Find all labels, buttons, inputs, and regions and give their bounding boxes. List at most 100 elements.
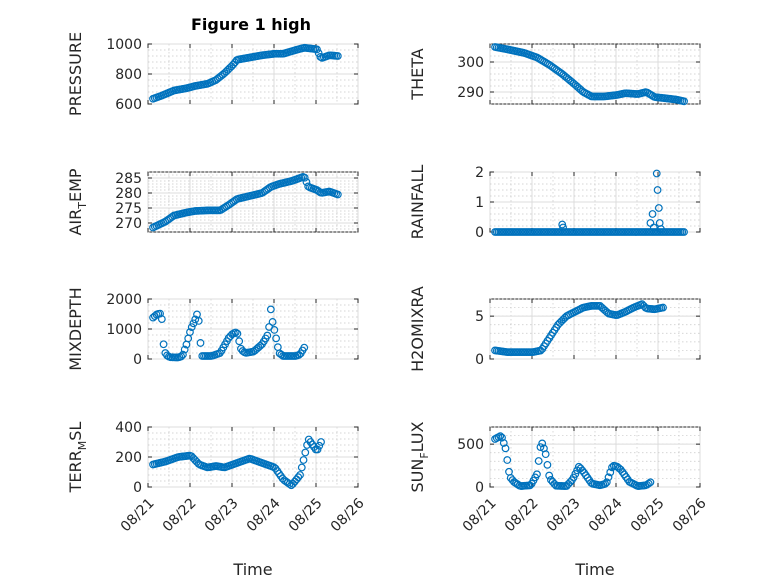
- data-point: [268, 318, 277, 326]
- data-point: [297, 463, 306, 472]
- x-tick-label: 08/26: [670, 495, 710, 535]
- x-tick-label: 08/25: [286, 495, 326, 535]
- y-axis-label: SUNFLUX: [408, 421, 431, 492]
- data-point: [186, 328, 194, 337]
- data-point: [646, 478, 655, 487]
- data-point: [604, 473, 613, 482]
- data-points: [491, 43, 688, 106]
- x-axis-label: Time: [574, 560, 614, 579]
- x-tick-label: 08/22: [160, 495, 200, 535]
- y-tick-label: 200: [115, 450, 142, 466]
- x-tick-label: 08/26: [328, 495, 368, 535]
- data-point: [541, 450, 550, 459]
- data-point: [233, 329, 242, 338]
- panel-theta: 290 300 THETA: [408, 43, 701, 106]
- data-point: [299, 456, 308, 464]
- data-point: [263, 331, 272, 340]
- data-point: [156, 309, 164, 318]
- data-point: [496, 432, 505, 441]
- x-axis-label: Time: [232, 560, 272, 579]
- x-tick-label: 08/22: [502, 495, 542, 535]
- data-point: [503, 456, 512, 464]
- data-point: [652, 169, 661, 178]
- data-point: [294, 473, 303, 482]
- panel-pressure: 600 800 1000 PRESSURE: [66, 32, 359, 116]
- data-point: [543, 460, 552, 469]
- y-tick-label: 0: [475, 480, 484, 496]
- data-point: [649, 223, 658, 232]
- data-point: [533, 470, 541, 479]
- y-tick-label: 270: [115, 216, 142, 232]
- data-point: [536, 443, 545, 451]
- data-point: [587, 478, 595, 487]
- y-tick-label: 1: [475, 195, 484, 211]
- y-tick-label: 285: [115, 171, 142, 187]
- y-tick-label: 500: [457, 437, 484, 453]
- data-point: [648, 210, 657, 218]
- panel-h2omixra: 0 5 H2OMIXRA: [408, 286, 701, 372]
- data-point: [266, 305, 275, 314]
- panel-rainfall: 0 1 2 RAINFALL: [408, 165, 701, 241]
- figure-title: Figure 1 high: [191, 15, 311, 34]
- panel-sun_flux: 0 500 08/21 08/22 08/23 08/24 08/25 08/26 Time SU…: [408, 421, 710, 579]
- data-point: [680, 228, 688, 236]
- x-tick-label: 08/24: [586, 495, 626, 535]
- data-point: [177, 352, 186, 361]
- data-points: [149, 435, 325, 490]
- data-points: [149, 173, 342, 232]
- data-point: [194, 317, 203, 325]
- y-tick-label: 0: [133, 480, 142, 496]
- x-tick-label: 08/21: [118, 495, 158, 535]
- y-tick-label: 0: [133, 352, 142, 368]
- x-tick-label: 08/23: [202, 495, 242, 535]
- data-point: [179, 350, 187, 359]
- data-points: [491, 300, 667, 357]
- data-point: [231, 328, 240, 337]
- data-point: [659, 303, 667, 312]
- data-point: [187, 323, 196, 332]
- y-axis-label: AIRTEMP: [66, 168, 89, 235]
- data-point: [657, 225, 665, 233]
- data-point: [648, 91, 657, 100]
- data-point: [644, 479, 653, 488]
- y-tick-label: 280: [115, 186, 142, 202]
- y-tick-label: 300: [457, 55, 484, 71]
- data-point: [559, 223, 567, 232]
- data-point: [301, 448, 310, 457]
- data-point: [272, 334, 281, 343]
- data-point: [680, 97, 688, 106]
- data-point: [191, 315, 200, 324]
- data-point: [333, 190, 342, 199]
- x-tick-label: 08/25: [628, 495, 668, 535]
- data-point: [602, 478, 611, 487]
- y-tick-label: 2: [475, 165, 484, 181]
- data-points: [491, 169, 688, 236]
- data-point: [654, 204, 663, 212]
- data-point: [277, 350, 286, 359]
- y-tick-label: 0: [475, 225, 484, 241]
- y-axis-label: MIXDEPTH: [66, 287, 85, 370]
- data-point: [606, 468, 615, 477]
- y-tick-label: 800: [115, 67, 142, 83]
- data-point: [317, 438, 325, 446]
- data-point: [300, 343, 309, 352]
- y-axis-label: THETA: [408, 48, 427, 100]
- data-point: [302, 178, 311, 186]
- data-point: [601, 480, 609, 488]
- y-tick-label: 0: [475, 352, 484, 368]
- data-point: [313, 45, 321, 54]
- axes-box: [489, 426, 701, 488]
- data-point: [498, 433, 506, 442]
- data-point: [180, 345, 189, 354]
- y-tick-label: 275: [115, 201, 142, 217]
- y-tick-label: 290: [457, 85, 484, 101]
- y-tick-label: 1000: [106, 322, 142, 338]
- data-point: [159, 340, 168, 349]
- data-point: [534, 457, 543, 465]
- data-point: [501, 444, 510, 453]
- y-axis-label: TERRMSL: [66, 422, 89, 494]
- y-tick-label: 2000: [106, 292, 142, 308]
- panel-mixdepth: 0 1000 2000 MIXDEPTH: [66, 287, 359, 371]
